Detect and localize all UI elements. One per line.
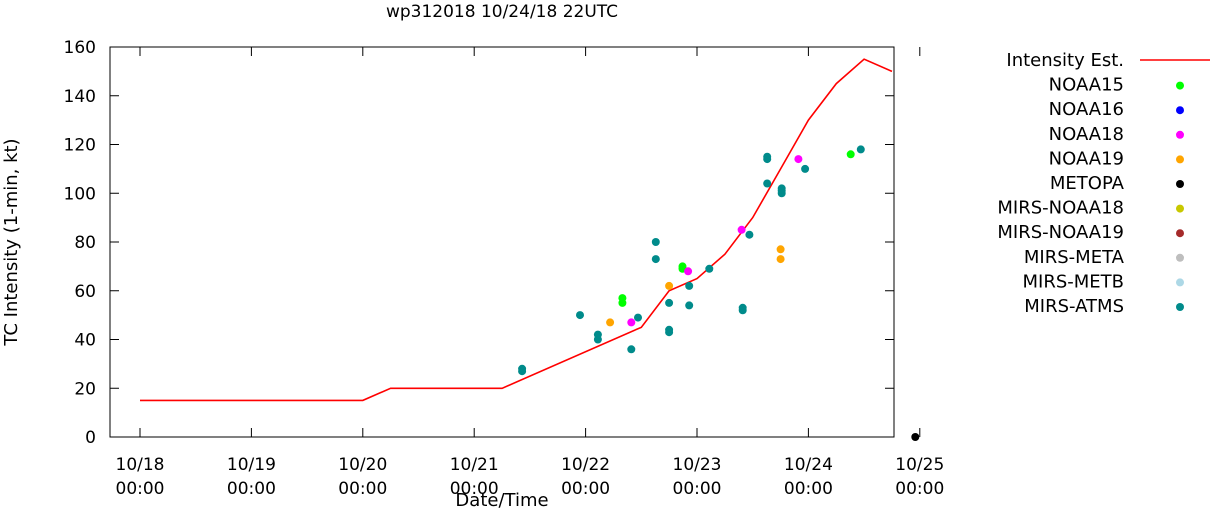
- x-tick-label-time: 00:00: [784, 479, 833, 499]
- x-tick-label-date: 10/22: [561, 455, 610, 475]
- y-tick-label: 20: [74, 379, 96, 399]
- legend-label-noaa19: NOAA19: [1049, 148, 1124, 169]
- legend-swatch-mirs-noaa19: [1176, 229, 1184, 238]
- legend-label-mirs-atms: MIRS-ATMS: [1024, 296, 1124, 317]
- legend-swatch-metopa: [1176, 180, 1184, 188]
- chart-title: wp312018 10/24/18 22UTC: [386, 2, 618, 22]
- x-axis-label: Date/Time: [455, 490, 548, 509]
- legend-label-mirs-metb: MIRS-METB: [1022, 271, 1124, 292]
- x-tick-label-time: 00:00: [895, 479, 944, 499]
- point-mirs-atms: [763, 179, 772, 188]
- point-noaa15: [618, 298, 627, 307]
- x-tick-label-time: 00:00: [116, 479, 165, 499]
- x-tick-label-date: 10/18: [116, 455, 165, 475]
- legend-label-mirs-noaa19: MIRS-NOAA19: [997, 222, 1124, 243]
- y-tick-label: 120: [64, 136, 96, 156]
- legend-swatch-mirs-metb: [1176, 278, 1184, 287]
- x-tick-label-date: 10/24: [784, 455, 833, 475]
- point-mirs-atms: [665, 298, 674, 307]
- point-noaa19: [665, 281, 674, 290]
- point-mirs-atms: [745, 230, 754, 239]
- point-noaa18: [794, 155, 803, 164]
- point-mirs-atms: [518, 364, 527, 373]
- x-tick-label-time: 00:00: [227, 479, 276, 499]
- point-noaa19: [606, 318, 615, 327]
- legend-swatch-noaa15: [1176, 81, 1184, 90]
- point-noaa18: [684, 267, 693, 276]
- legend-swatch-mirs-atms: [1176, 303, 1184, 311]
- point-mirs-atms: [777, 189, 786, 198]
- point-noaa18: [627, 318, 636, 327]
- x-tick-label-date: 10/19: [227, 455, 276, 475]
- point-mirs-atms: [801, 164, 810, 173]
- point-mirs-atms: [576, 311, 584, 320]
- point-noaa19: [776, 255, 785, 264]
- point-mirs-atms: [651, 238, 660, 246]
- point-mirs-atms: [651, 255, 660, 264]
- legend-swatch-noaa19: [1176, 155, 1184, 164]
- x-tick-label-time: 00:00: [338, 479, 387, 499]
- point-mirs-atms: [627, 345, 636, 354]
- legend-swatch-mirs-noaa18: [1176, 204, 1184, 213]
- legend-label-noaa18: NOAA18: [1049, 124, 1124, 145]
- legend-swatch-noaa18: [1176, 130, 1184, 139]
- y-axis-label: TC Intensity (1-min, kt): [1, 138, 22, 346]
- point-mirs-atms: [738, 306, 747, 315]
- x-tick-label-date: 10/23: [673, 455, 722, 475]
- x-tick-label-time: 00:00: [450, 479, 499, 499]
- y-tick-label: 80: [74, 233, 96, 253]
- point-noaa15: [846, 150, 855, 159]
- point-noaa18: [737, 225, 746, 234]
- y-tick-label: 140: [64, 87, 96, 107]
- legend-label-mirs-noaa18: MIRS-NOAA18: [997, 198, 1124, 219]
- x-tick-label-time: 00:00: [561, 479, 610, 499]
- x-tick-label-time: 00:00: [673, 479, 722, 499]
- x-tick-label-date: 10/20: [338, 455, 387, 475]
- legend-label-intensity-est: Intensity Est.: [1006, 50, 1124, 71]
- point-mirs-atms: [856, 145, 865, 154]
- y-tick-label: 60: [74, 282, 96, 302]
- legend-label-metopa: METOPA: [1050, 173, 1125, 194]
- y-tick-label: 40: [74, 331, 96, 351]
- point-metopa: [911, 433, 920, 441]
- point-mirs-atms: [665, 328, 674, 337]
- legend-swatch-mirs-meta: [1176, 253, 1184, 262]
- legend-swatch-noaa16: [1176, 106, 1184, 115]
- y-tick-label: 100: [64, 184, 96, 204]
- point-noaa19: [776, 245, 785, 254]
- point-mirs-atms: [763, 155, 772, 164]
- y-tick-label: 160: [64, 38, 96, 58]
- x-tick-label-date: 10/25: [895, 455, 944, 475]
- point-mirs-atms: [593, 330, 602, 339]
- point-mirs-atms: [705, 264, 714, 273]
- legend-label-mirs-meta: MIRS-META: [1024, 247, 1125, 268]
- legend-label-noaa16: NOAA16: [1049, 99, 1124, 120]
- point-mirs-atms: [685, 281, 694, 290]
- plot-frame: [109, 46, 895, 438]
- series-line-intensity-est: [140, 58, 893, 402]
- y-tick-label: 0: [85, 428, 96, 448]
- legend-label-noaa15: NOAA15: [1049, 75, 1124, 96]
- point-mirs-atms: [634, 313, 642, 322]
- x-tick-label-date: 10/21: [450, 455, 499, 475]
- point-mirs-atms: [685, 301, 694, 310]
